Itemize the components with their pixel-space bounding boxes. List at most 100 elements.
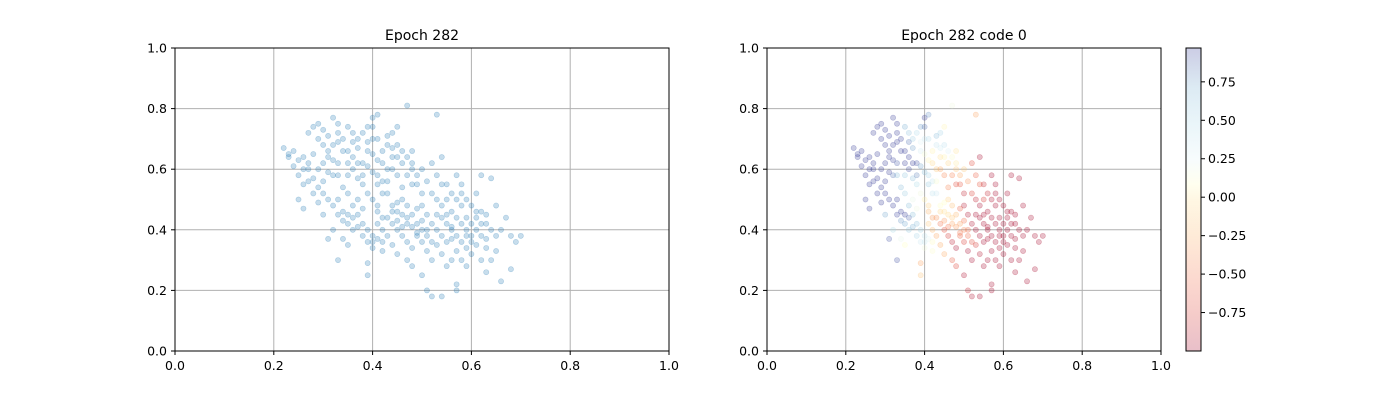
data-point xyxy=(325,235,332,242)
data-point xyxy=(335,211,341,218)
data-point xyxy=(894,139,900,145)
data-point xyxy=(965,248,971,254)
data-point xyxy=(921,245,928,251)
colorbar-tick-label: 0.75 xyxy=(1208,74,1236,89)
data-point xyxy=(438,251,445,257)
data-point xyxy=(925,220,932,227)
data-point xyxy=(409,245,416,251)
data-point xyxy=(498,278,504,285)
data-point xyxy=(394,172,401,179)
data-point xyxy=(894,196,900,203)
data-point xyxy=(374,235,381,242)
data-point xyxy=(980,196,987,203)
data-point xyxy=(359,160,366,167)
data-point xyxy=(1020,202,1026,209)
data-point xyxy=(483,269,490,276)
data-point xyxy=(953,211,960,218)
data-point xyxy=(976,251,983,257)
data-point xyxy=(953,181,960,188)
data-point xyxy=(394,217,401,224)
data-point xyxy=(866,154,873,160)
data-point xyxy=(424,226,430,233)
data-point xyxy=(359,181,366,188)
data-point xyxy=(937,242,944,248)
data-point xyxy=(1004,190,1011,197)
data-point xyxy=(280,145,287,151)
data-point xyxy=(902,148,908,154)
data-point xyxy=(374,208,381,215)
data-point xyxy=(512,239,519,245)
y-tick-label: 0.2 xyxy=(147,283,167,298)
data-point xyxy=(369,232,376,239)
data-point xyxy=(443,196,450,203)
data-point xyxy=(949,154,956,160)
data-point xyxy=(902,242,908,248)
data-point xyxy=(394,208,401,215)
data-point xyxy=(399,160,406,167)
data-point xyxy=(404,220,411,227)
data-point xyxy=(315,199,322,206)
data-point xyxy=(870,160,877,167)
data-point xyxy=(976,232,983,239)
data-point xyxy=(428,190,435,197)
data-point xyxy=(890,202,896,209)
data-point xyxy=(949,202,956,209)
y-tick-label: 0.6 xyxy=(147,162,167,177)
data-point xyxy=(354,196,361,203)
data-point xyxy=(929,248,936,254)
colorbar-tick-label: −0.50 xyxy=(1208,267,1246,282)
data-point xyxy=(409,263,416,270)
data-point xyxy=(1012,220,1019,227)
data-point xyxy=(984,235,991,242)
data-point xyxy=(438,202,445,209)
data-point xyxy=(913,232,920,239)
data-point xyxy=(878,199,885,206)
data-point xyxy=(438,214,445,221)
data-point xyxy=(344,242,351,248)
data-point xyxy=(419,190,425,197)
data-point xyxy=(414,181,420,188)
data-point xyxy=(448,208,455,215)
data-point xyxy=(325,154,332,160)
data-point xyxy=(882,178,889,185)
data-point xyxy=(320,178,327,185)
data-point xyxy=(428,160,435,167)
data-point xyxy=(349,129,356,136)
data-point xyxy=(854,151,861,157)
data-point xyxy=(996,263,1003,270)
data-point xyxy=(886,148,893,154)
data-point xyxy=(335,139,341,145)
data-point xyxy=(941,217,948,224)
data-point xyxy=(364,123,371,130)
y-tick-label: 0.4 xyxy=(147,222,167,237)
y-tick-label: 0.8 xyxy=(147,101,167,116)
data-point xyxy=(929,190,936,197)
colorbar-ticks: 0.75 0.50 0.25 0.00 −0.25 −0.50 −0.75 xyxy=(1201,74,1246,320)
data-point xyxy=(929,148,936,154)
data-point xyxy=(968,220,975,227)
data-point xyxy=(917,239,924,245)
data-point xyxy=(957,229,963,236)
data-point xyxy=(945,148,952,154)
data-point xyxy=(379,160,386,167)
data-point xyxy=(424,287,430,294)
data-point xyxy=(902,172,908,179)
data-point xyxy=(399,148,406,154)
data-point xyxy=(354,145,361,151)
data-point xyxy=(359,232,366,239)
data-point xyxy=(493,248,499,254)
data-point xyxy=(305,160,312,167)
data-point xyxy=(937,202,944,209)
data-point xyxy=(389,154,396,160)
data-point xyxy=(443,220,450,227)
data-point xyxy=(953,245,960,251)
data-point xyxy=(1016,226,1023,233)
data-point xyxy=(399,184,406,191)
data-point xyxy=(882,211,889,218)
data-point xyxy=(953,166,960,173)
data-point xyxy=(428,293,435,300)
data-point xyxy=(1004,214,1011,221)
data-point xyxy=(890,157,896,164)
data-point xyxy=(404,102,411,109)
axis-ticks: 0.0 0.2 0.4 0.6 0.8 1.0 0.0 0.2 0.4 0.6 0.8 1.0 xyxy=(739,41,1171,374)
